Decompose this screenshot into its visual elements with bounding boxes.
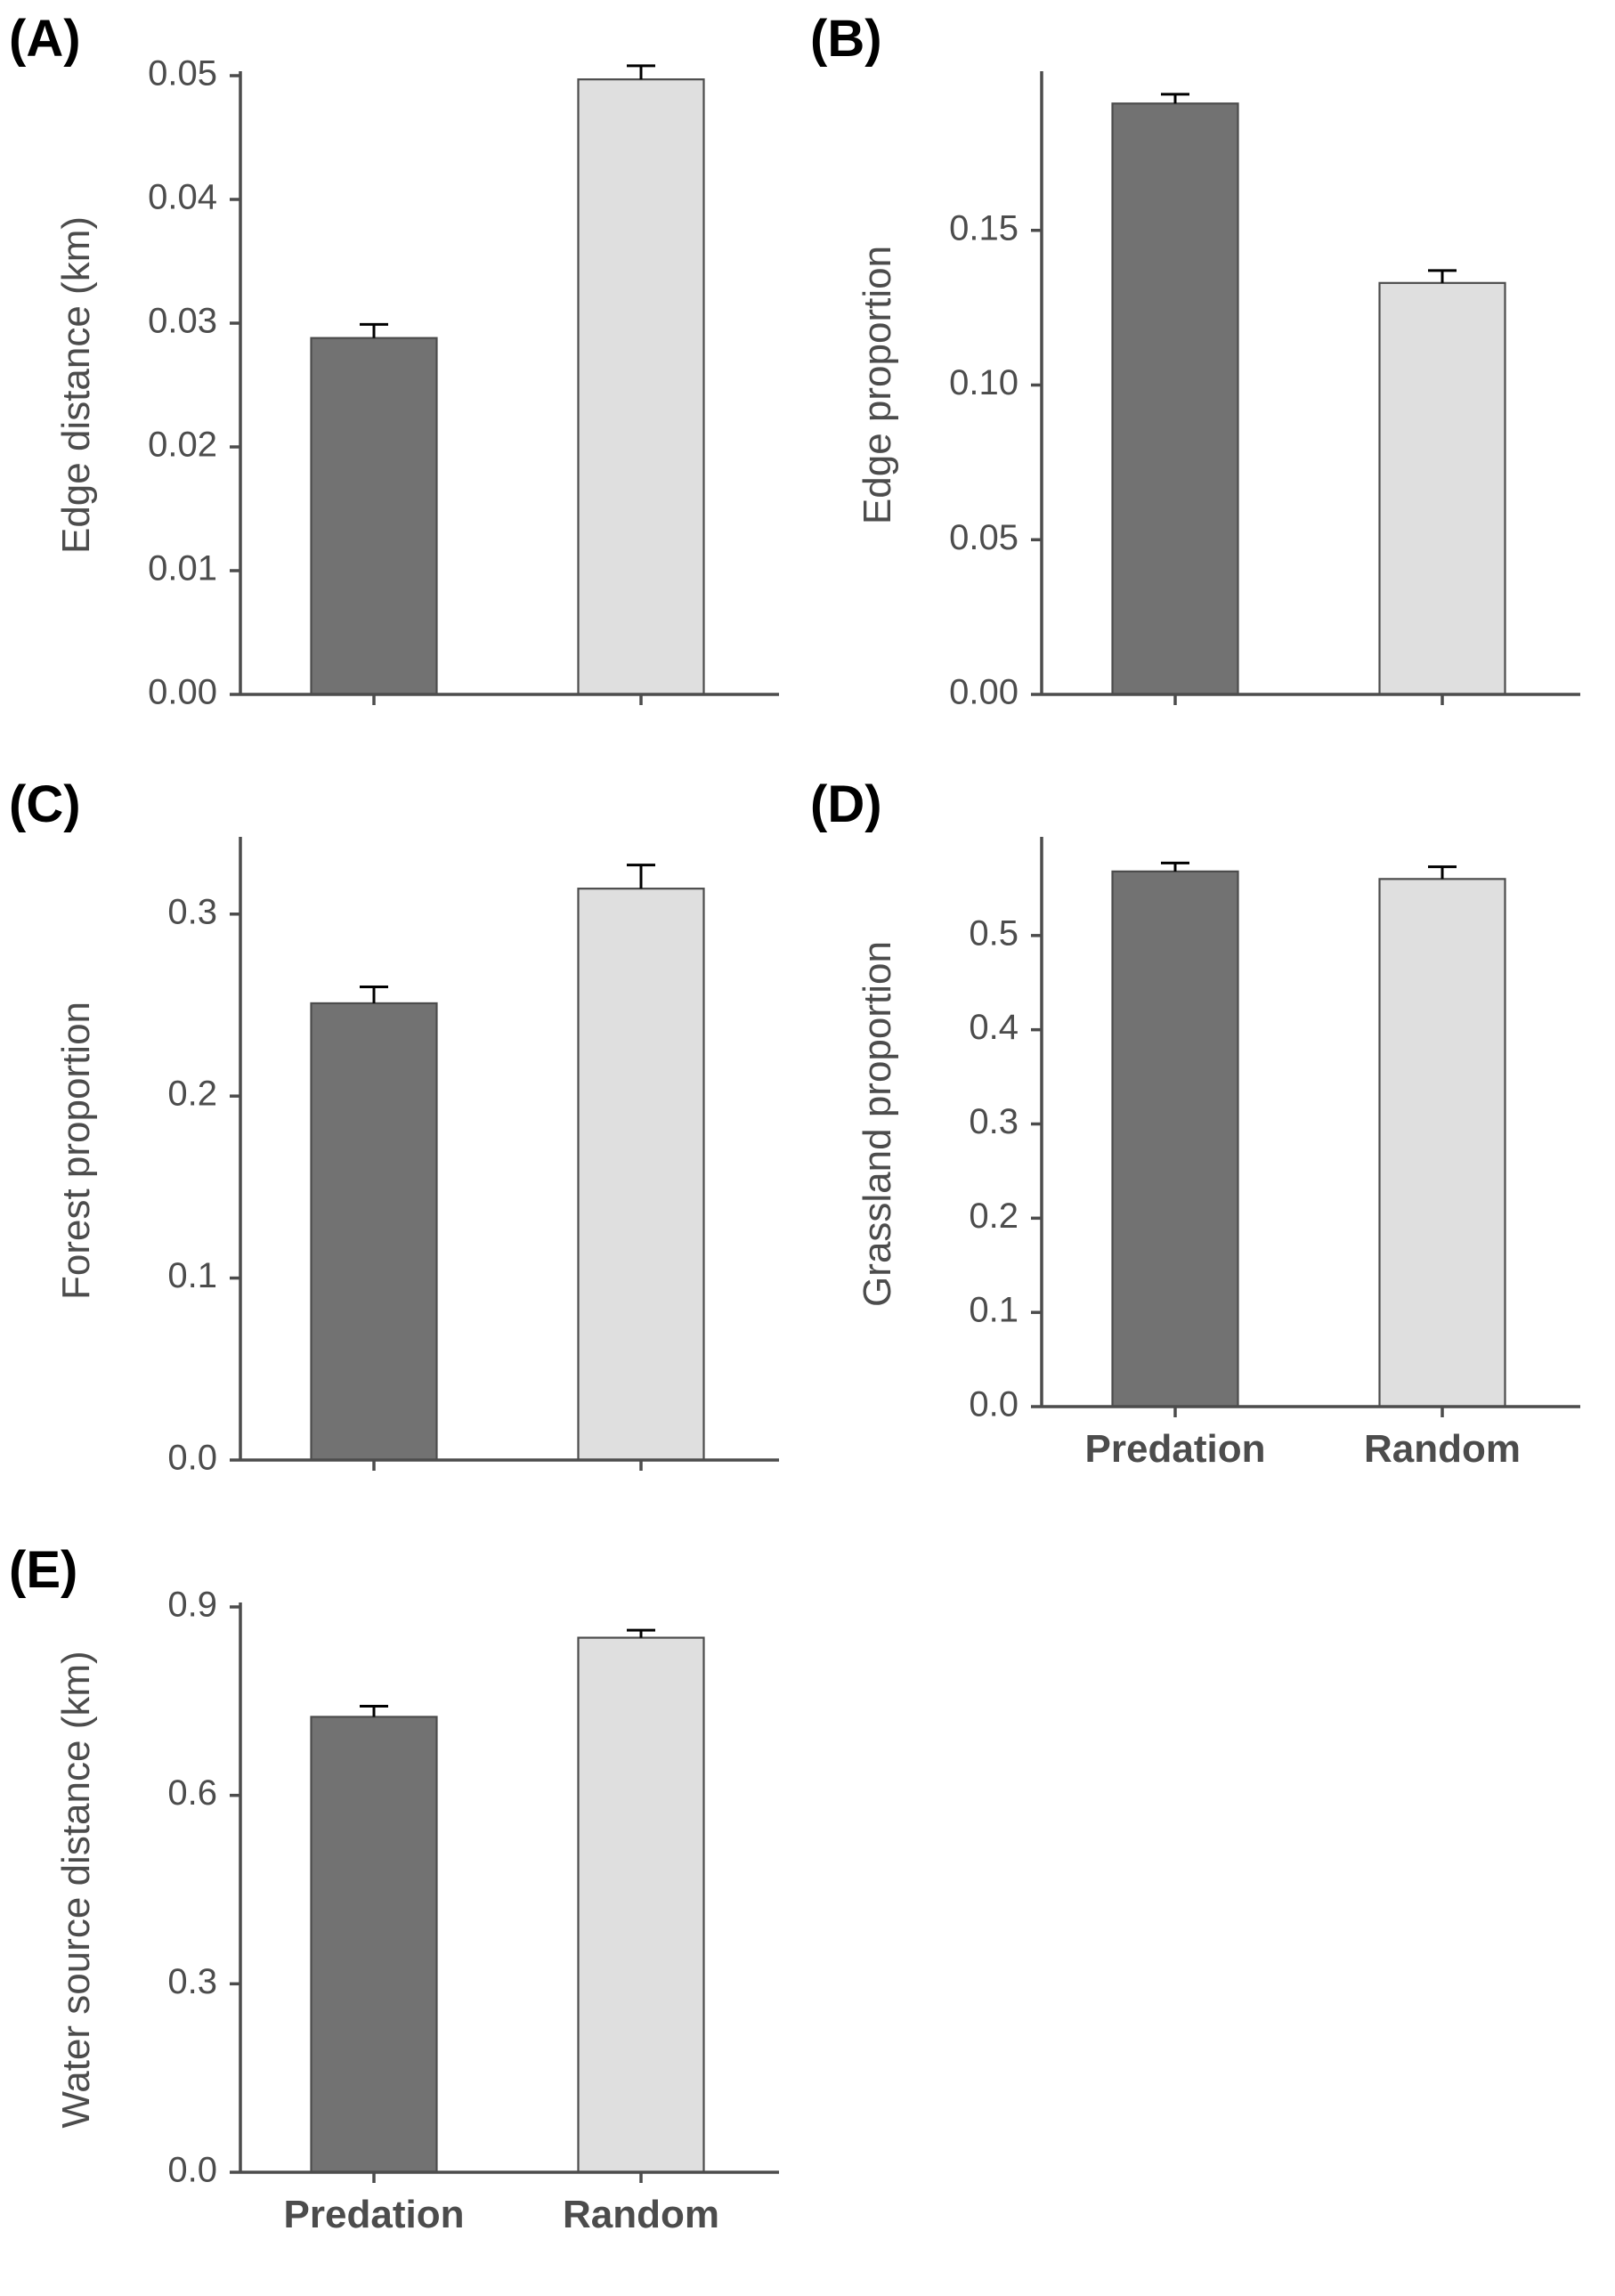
- panel-e: (E) 0.0 0.3 0.6 0.9 Water source distance (km…: [9, 1540, 810, 2270]
- y-axis-label: Water source distance (km): [54, 1651, 98, 2128]
- ytick-label: 0.3: [167, 892, 217, 931]
- ytick-label: 0.05: [148, 54, 217, 93]
- ytick-label: 0.0: [167, 2151, 217, 2190]
- panel-b: (B) 0.00 0.05 0.10 0.15 Edge proportion: [810, 9, 1611, 739]
- bar-predation: [1113, 872, 1238, 1407]
- ytick-label: 0.02: [148, 426, 217, 465]
- chart-c: 0.0 0.1 0.2 0.3 Forest proportion: [9, 775, 810, 1505]
- x-category-label: Predation: [284, 2193, 465, 2236]
- ytick-label: 0.00: [148, 673, 217, 712]
- panel-label-a: (A): [9, 9, 81, 69]
- x-category-label: Random: [1364, 1427, 1521, 1471]
- ytick-label: 0.0: [167, 1439, 217, 1478]
- panel-label-c: (C): [9, 775, 81, 834]
- panel-a: (A) 0.00 0.01 0.02 0.03 0.04 0.05 Edge distance…: [9, 9, 810, 739]
- ytick-label: 0.00: [949, 673, 1019, 712]
- ytick-label: 0.03: [148, 302, 217, 341]
- ytick-label: 0.1: [969, 1291, 1019, 1330]
- bar-predation: [1113, 103, 1238, 694]
- bar-random: [1380, 283, 1505, 694]
- ytick-label: 0.05: [949, 518, 1019, 557]
- ytick-label: 0.6: [167, 1773, 217, 1813]
- bar-predation: [312, 1716, 437, 2172]
- bar-random: [579, 1638, 704, 2172]
- ytick-label: 0.3: [167, 1962, 217, 2001]
- ytick-label: 0.2: [969, 1197, 1019, 1236]
- ytick-label: 0.01: [148, 549, 217, 588]
- bar-random: [579, 79, 704, 694]
- panel-label-d: (D): [810, 775, 882, 834]
- panel-label-e: (E): [9, 1540, 77, 1600]
- ytick-label: 0.4: [969, 1008, 1019, 1047]
- chart-b: 0.00 0.05 0.10 0.15 Edge proportion: [810, 9, 1611, 739]
- panel-d: (D) 0.0 0.1 0.2 0.3 0.4 0.5 Grassland proportio…: [810, 775, 1611, 1505]
- chart-e: 0.0 0.3 0.6 0.9 Water source distance (km) Pr…: [9, 1540, 810, 2270]
- bar-random: [579, 888, 704, 1460]
- ytick-label: 0.9: [167, 1586, 217, 1625]
- x-category-label: Random: [563, 2193, 719, 2236]
- ytick-label: 0.15: [949, 208, 1019, 247]
- bar-predation: [312, 1003, 437, 1460]
- bar-random: [1380, 879, 1505, 1407]
- y-axis-label: Edge proportion: [856, 246, 899, 524]
- ytick-label: 0.10: [949, 363, 1019, 402]
- chart-d: 0.0 0.1 0.2 0.3 0.4 0.5 Grassland proportion Pr…: [810, 775, 1611, 1505]
- ytick-label: 0.04: [148, 178, 217, 217]
- ytick-label: 0.2: [167, 1075, 217, 1114]
- bar-predation: [312, 338, 437, 694]
- ytick-label: 0.0: [969, 1385, 1019, 1424]
- panel-c: (C) 0.0 0.1 0.2 0.3 Forest proportion: [9, 775, 810, 1505]
- ytick-label: 0.5: [969, 913, 1019, 953]
- chart-a: 0.00 0.01 0.02 0.03 0.04 0.05 Edge distance (k…: [9, 9, 810, 739]
- y-axis-label: Grassland proportion: [856, 941, 899, 1307]
- y-axis-label: Forest proportion: [54, 1002, 98, 1300]
- ytick-label: 0.1: [167, 1256, 217, 1295]
- figure-container: (A) 0.00 0.01 0.02 0.03 0.04 0.05 Edge distance…: [0, 0, 1615, 2296]
- y-axis-label: Edge distance (km): [54, 216, 98, 554]
- panel-label-b: (B): [810, 9, 882, 69]
- x-category-label: Predation: [1085, 1427, 1266, 1471]
- ytick-label: 0.3: [969, 1102, 1019, 1141]
